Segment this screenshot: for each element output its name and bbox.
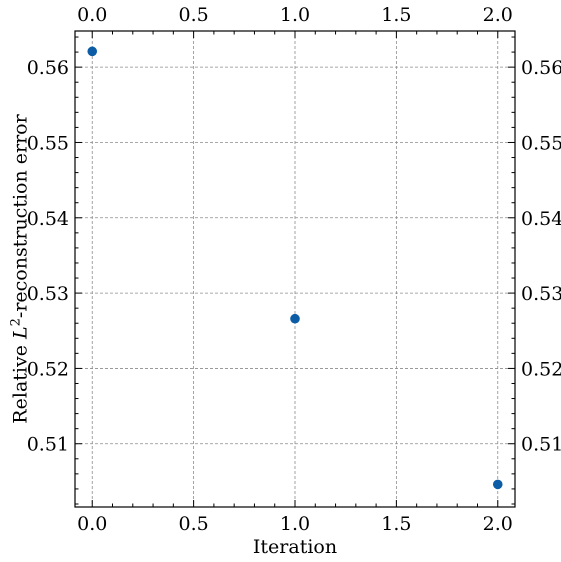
y-axis-label-sup: 2 (8, 318, 23, 326)
data-point-0-2 (492, 479, 503, 490)
data-points (87, 46, 503, 490)
axis-ticks (75, 31, 515, 507)
x-tick-label-top-2: 1.0 (280, 4, 310, 26)
x-axis-label: Iteration (253, 536, 337, 558)
y-axis-label: Relative L2-reconstruction error (8, 113, 32, 423)
y-tick-label-right-5: 0.56 (521, 57, 561, 79)
y-axis-label-var: L (10, 326, 32, 340)
y-tick-label-left-0: 0.51 (27, 434, 69, 456)
data-point-0-1 (290, 313, 300, 324)
x-tick-label-top-3: 1.5 (381, 4, 411, 26)
y-tick-label-right-4: 0.55 (521, 132, 561, 154)
tick-labels: 0.0 0.0 0.5 0.5 1.0 1.0 1.5 1.5 2.0 2.0 0.51 0.51 0.… (27, 4, 561, 535)
y-tick-label-right-3: 0.54 (521, 208, 561, 230)
y-tick-label-right-0: 0.51 (521, 434, 561, 456)
x-tick-label-bottom-1: 0.5 (179, 513, 209, 535)
y-tick-label-left-5: 0.56 (27, 57, 69, 79)
x-tick-label-bottom-0: 0.0 (77, 513, 107, 535)
y-tick-label-right-1: 0.52 (521, 358, 561, 380)
x-tick-label-bottom-4: 2.0 (483, 513, 513, 535)
x-tick-label-top-4: 2.0 (483, 4, 513, 26)
x-tick-label-top-1: 0.5 (179, 4, 209, 26)
x-tick-label-bottom-3: 1.5 (381, 513, 411, 535)
y-tick-label-right-2: 0.53 (521, 283, 561, 305)
y-tick-label-left-1: 0.52 (27, 358, 69, 380)
x-tick-label-bottom-2: 1.0 (280, 513, 310, 535)
x-tick-label-top-0: 0.0 (77, 4, 107, 26)
y-tick-label-left-3: 0.54 (27, 208, 69, 230)
data-point-0-0 (87, 46, 98, 57)
y-tick-label-left-4: 0.55 (27, 132, 69, 154)
y-axis-label-prefix: Relative (10, 339, 32, 424)
y-tick-label-left-2: 0.53 (27, 283, 69, 305)
y-axis-label-suffix: -reconstruction error (10, 113, 32, 318)
grid-lines (75, 31, 515, 507)
